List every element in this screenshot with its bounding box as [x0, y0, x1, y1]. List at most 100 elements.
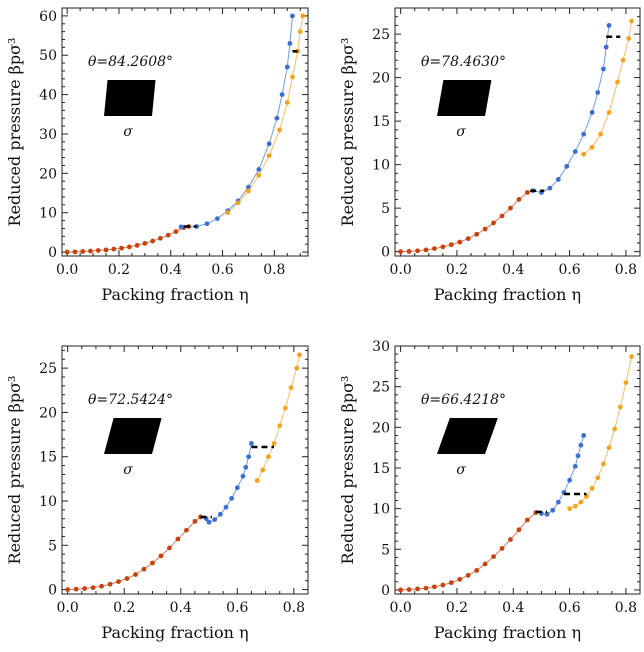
- data-point-red: [524, 517, 530, 523]
- data-point-orange: [277, 127, 282, 133]
- data-point-red: [499, 213, 505, 219]
- x-axis-label: Packing fraction η: [434, 285, 581, 304]
- data-point-red: [482, 561, 488, 567]
- data-point-red: [133, 572, 138, 577]
- data-point-orange: [282, 405, 288, 411]
- data-point-red: [124, 576, 130, 581]
- data-point-red: [111, 246, 117, 252]
- data-point-red: [491, 220, 496, 226]
- data-point-blue: [243, 464, 249, 470]
- data-point-orange: [615, 79, 620, 85]
- chart-panel-2: 0.0 0.2 0.4 0.6 0.8 0 5 10 15 20 25 Packing fractio…: [338, 7, 641, 304]
- series-line-red: [400, 190, 534, 253]
- chart-panel-3: 0.0 0.2 0.4 0.6 0.8 0 5 10 15 20 25 Packing fractio…: [5, 345, 309, 642]
- particle-shape-icon: [104, 80, 156, 116]
- x-tick-label: 0.8: [283, 600, 305, 616]
- data-point-blue: [234, 485, 240, 491]
- y-tick-label: 15: [372, 114, 390, 130]
- data-point-red: [184, 527, 189, 533]
- data-point-red: [126, 244, 132, 250]
- data-point-orange: [284, 100, 290, 105]
- y-tick-label: 0: [381, 245, 390, 261]
- data-point-blue: [204, 221, 210, 227]
- data-point-orange: [626, 36, 632, 41]
- data-point-blue: [246, 184, 251, 190]
- series-line-blue: [541, 435, 585, 515]
- data-point-blue: [266, 141, 272, 147]
- data-point-blue: [567, 477, 572, 483]
- series-line-blue: [205, 443, 252, 523]
- data-point-red: [173, 229, 179, 234]
- x-tick-label: 0.2: [113, 600, 135, 616]
- data-point-blue: [212, 517, 218, 522]
- data-point-orange: [288, 385, 294, 391]
- data-point-orange: [266, 153, 272, 159]
- series-line-blue: [532, 25, 610, 194]
- data-point-red: [141, 566, 147, 572]
- data-point-blue: [578, 442, 584, 448]
- x-tick-label: 0.6: [558, 262, 580, 278]
- y-axis-label: Reduced pressure βpσ³: [5, 376, 24, 565]
- data-point-red: [440, 582, 446, 588]
- data-point-orange: [620, 57, 626, 63]
- y-tick-label: 30: [372, 339, 390, 355]
- particle-shape-icon: [437, 80, 492, 116]
- y-tick-label: 30: [39, 127, 57, 143]
- series-line-orange: [569, 356, 633, 510]
- data-point-blue: [550, 507, 556, 513]
- x-tick-label: 0.0: [56, 262, 78, 278]
- x-tick-label: 0.0: [389, 600, 411, 616]
- x-tick-label: 0.2: [108, 262, 130, 278]
- x-tick-label: 0.8: [263, 262, 285, 278]
- data-point-orange: [254, 478, 260, 484]
- data-point-orange: [595, 475, 601, 481]
- data-point-orange: [578, 499, 584, 505]
- y-tick-label: 25: [372, 27, 390, 43]
- data-point-red: [107, 581, 113, 587]
- data-point-red: [88, 248, 93, 254]
- y-tick-label: 20: [372, 420, 390, 436]
- data-point-orange: [572, 503, 578, 509]
- x-tick-label: 0.8: [615, 262, 637, 278]
- data-point-blue: [214, 216, 220, 222]
- data-point-red: [516, 197, 522, 202]
- shape-label: σ: [456, 462, 466, 478]
- data-point-red: [423, 585, 429, 591]
- data-point-red: [440, 244, 446, 250]
- data-point-orange: [225, 210, 231, 216]
- data-point-red: [90, 585, 96, 591]
- data-point-orange: [606, 445, 612, 451]
- data-point-orange: [256, 172, 262, 178]
- data-point-red: [499, 546, 505, 551]
- y-tick-label: 10: [372, 502, 390, 518]
- data-point-red: [474, 568, 480, 573]
- data-point-orange: [606, 110, 612, 115]
- y-tick-label: 0: [48, 583, 57, 599]
- data-point-red: [175, 536, 181, 542]
- y-tick-label: 50: [39, 48, 57, 64]
- data-point-red: [103, 247, 109, 253]
- y-tick-label: 20: [372, 71, 390, 87]
- data-point-blue: [581, 433, 587, 438]
- data-point-red: [398, 587, 404, 593]
- x-tick-label: 0.4: [502, 262, 524, 278]
- data-point-blue: [555, 177, 561, 182]
- data-point-orange: [246, 188, 251, 194]
- data-point-red: [423, 247, 429, 253]
- data-point-orange: [297, 352, 302, 358]
- data-point-red: [134, 242, 140, 248]
- data-point-orange: [589, 144, 595, 150]
- data-point-red: [491, 554, 496, 559]
- shape-label: σ: [123, 462, 133, 478]
- y-axis-label: Reduced pressure βpσ³: [338, 376, 357, 565]
- particle-shape-icon: [437, 418, 498, 454]
- data-point-orange: [266, 454, 271, 460]
- x-tick-label: 0.6: [558, 600, 580, 616]
- data-point-orange: [600, 461, 606, 467]
- particle-shape-icon: [104, 418, 162, 454]
- x-tick-label: 0.6: [211, 262, 233, 278]
- data-point-orange: [612, 426, 618, 432]
- y-tick-label: 25: [39, 361, 57, 377]
- data-point-blue: [249, 441, 254, 446]
